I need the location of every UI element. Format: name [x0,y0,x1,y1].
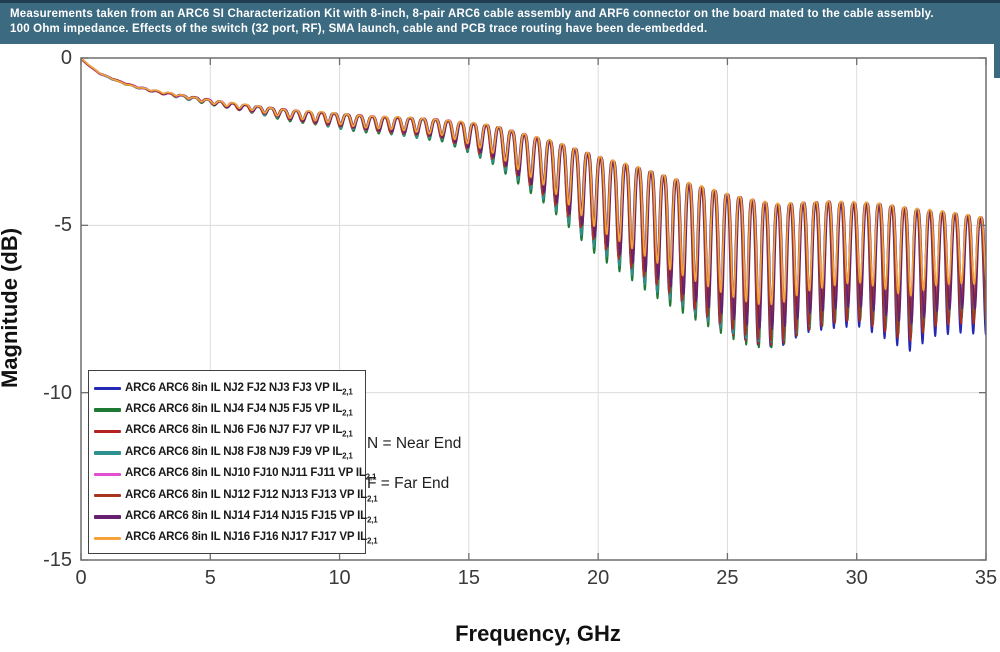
legend-label: ARC6 ARC6 8in IL NJ6 FJ6 NJ7 FJ7 VP IL2,… [125,424,353,439]
legend-swatch [94,451,121,455]
x-tick-label: 10 [328,567,351,589]
x-tick-label: 5 [204,567,216,589]
legend-swatch [94,515,121,519]
y-tick-label: 0 [60,47,72,69]
note-far-end: F = Far End [367,475,450,492]
legend-swatch [94,472,121,476]
legend-swatch [94,408,121,412]
legend-item: ARC6 ARC6 8in IL NJ6 FJ6 NJ7 FJ7 VP IL2,… [94,421,361,442]
legend-label: ARC6 ARC6 8in IL NJ8 FJ8 NJ9 FJ9 VP IL2,… [125,445,353,461]
y-tick-label: -15 [43,549,72,571]
legend-swatch [94,536,121,541]
legend-label: ARC6 ARC6 8in IL NJ4 FJ4 NJ5 FJ5 VP IL2,… [125,402,353,418]
y-tick-label: -5 [54,214,72,237]
legend-item: ARC6 ARC6 8in IL NJ12 FJ12 NJ13 FJ13 VP … [94,485,378,506]
legend-swatch [94,386,121,391]
legend-box: ARC6 ARC6 8in IL NJ2 FJ2 NJ3 FJ3 VP IL2,… [88,370,378,554]
banner-text-line1: Measurements taken from an ARC6 SI Chara… [10,8,934,20]
y-tick-label: -10 [43,381,72,404]
x-tick-label: 20 [587,567,610,589]
legend-item: ARC6 ARC6 8in IL NJ14 FJ14 NJ15 FJ15 VP … [94,506,378,527]
x-tick-label: 25 [716,567,739,589]
x-tick-label: 30 [845,567,868,589]
x-axis-label: Frequency, GHz [455,621,621,646]
y-axis-label: Magnitude (dB) [0,227,22,389]
x-tick-label: 15 [457,567,480,589]
note-near-end: N = Near End [367,435,462,452]
legend-item: ARC6 ARC6 8in IL NJ16 FJ16 NJ17 FJ17 VP … [94,528,378,549]
legend-swatch [94,429,121,434]
legend-label: ARC6 ARC6 8in IL NJ10 FJ10 NJ11 FJ11 VP … [125,467,377,482]
banner-top-strip [0,0,1000,3]
legend-item: ARC6 ARC6 8in IL NJ4 FJ4 NJ5 FJ5 VP IL2,… [94,399,361,420]
legend-swatch [94,493,121,498]
legend-item: ARC6 ARC6 8in IL NJ10 FJ10 NJ11 FJ11 VP … [94,464,376,485]
banner-corner-tab [994,44,1000,78]
banner-text-line2: 100 Ohm impedance. Effects of the switch… [10,22,708,35]
legend-item: ARC6 ARC6 8in IL NJ8 FJ8 NJ9 FJ9 VP IL2,… [94,442,361,463]
x-tick-label: 0 [75,567,87,589]
header-banner: Measurements taken from an ARC6 SI Chara… [0,0,1000,44]
legend-item: ARC6 ARC6 8in IL NJ2 FJ2 NJ3 FJ3 VP IL2,… [94,378,361,399]
legend-label: ARC6 ARC6 8in IL NJ14 FJ14 NJ15 FJ15 VP … [125,509,378,525]
legend-label: ARC6 ARC6 8in IL NJ12 FJ12 NJ13 FJ13 VP … [125,488,378,503]
legend-label: ARC6 ARC6 8in IL NJ16 FJ16 NJ17 FJ17 VP … [125,531,378,546]
x-tick-label: 35 [974,567,998,589]
legend-label: ARC6 ARC6 8in IL NJ2 FJ2 NJ3 FJ3 VP IL2,… [125,381,353,396]
